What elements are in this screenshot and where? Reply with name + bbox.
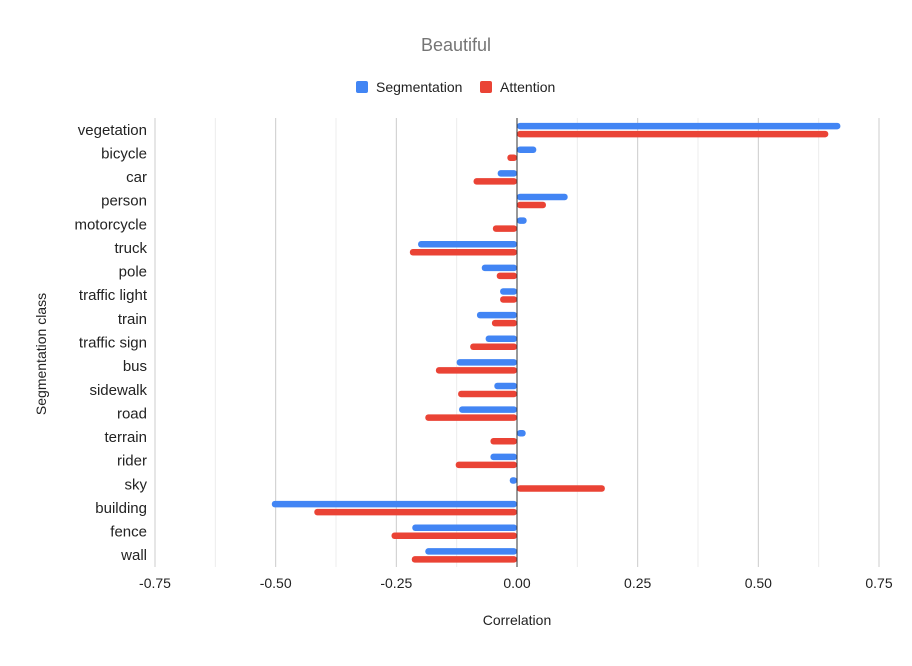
category-label-terrain: terrain [104,429,147,446]
bar-attention-train [491,319,517,327]
x-tick-label: -0.50 [260,575,292,591]
legend-label-segmentation: Segmentation [376,79,462,95]
bar-attention-truck [409,248,517,256]
bar-attention-bicycle [507,154,517,161]
category-label-pole: pole [119,264,147,281]
bar-attention-person [517,201,546,209]
bar-segmentation-road [459,406,517,413]
bar-attention-terrain [490,438,517,445]
bar-segmentation-car [497,170,517,177]
bar-attention-rider [455,461,517,469]
bar-segmentation-sidewalk [494,382,517,390]
category-label-fence: fence [110,524,147,541]
bar-segmentation-truck [418,240,517,248]
chart-title: Beautiful [421,35,491,55]
legend-label-attention: Attention [500,79,555,95]
category-label-sky: sky [125,476,148,493]
bar-segmentation-traffic-sign [485,335,517,342]
x-axis-title: Correlation [483,612,551,628]
grid-lines [154,118,880,567]
bar-attention-building [314,508,517,516]
bar-attention-wall [411,556,517,563]
bar-segmentation-wall [425,548,517,555]
x-tick-label: 0.25 [624,575,651,591]
bar-segmentation-rider [490,453,517,461]
legend-swatch-attention [480,81,492,93]
y-category-labels: vegetation bicycle car person motorcycle truc… [74,122,147,564]
bar-segmentation-motorcycle [517,217,527,224]
bar-attention-fence [391,532,517,540]
x-tick-label: 0.00 [503,575,530,591]
category-label-bicycle: bicycle [101,145,147,162]
x-tick-label: 0.50 [745,575,772,591]
bar-attention-traffic-light [500,296,517,303]
category-label-bus: bus [123,358,147,375]
category-label-traffic-sign: traffic sign [79,335,147,352]
category-label-road: road [117,405,147,422]
legend: Segmentation Attention [356,79,555,95]
bar-segmentation-terrain [517,430,526,437]
category-label-wall: wall [120,547,147,564]
bar-segmentation-fence [412,524,517,532]
bar-attention-sky [517,485,605,492]
category-label-rider: rider [117,453,147,470]
x-tick-labels: -0.75 -0.50 -0.25 0.00 0.25 0.50 0.75 [139,575,893,591]
bar-attention-vegetation [517,130,829,138]
bar-attention-traffic-sign [470,343,517,350]
legend-swatch-segmentation [356,81,368,93]
bar-attention-pole [496,272,517,280]
bar-segmentation-building [271,500,517,508]
bar-attention-road [425,414,517,421]
category-label-vegetation: vegetation [78,122,147,139]
bar-segmentation-vegetation [517,122,841,130]
x-tick-label: -0.75 [139,575,171,591]
category-label-truck: truck [114,240,147,257]
bar-attention-bus [435,367,517,374]
bar-attention-sidewalk [458,390,517,398]
x-tick-label: -0.25 [380,575,412,591]
bar-attention-car [473,178,517,185]
bar-segmentation-sky [509,477,517,484]
bar-segmentation-person [517,193,568,201]
category-label-train: train [118,311,147,328]
bar-segmentation-bus [456,359,517,366]
bar-attention-motorcycle [492,225,517,232]
bar-segmentation-pole [481,264,517,272]
bars [271,122,841,563]
category-label-traffic-light: traffic light [79,287,148,304]
bar-segmentation-train [476,311,517,319]
category-label-sidewalk: sidewalk [89,382,147,399]
category-label-motorcycle: motorcycle [74,216,147,233]
bar-segmentation-bicycle [517,146,537,153]
category-label-car: car [126,169,147,186]
y-axis-title: Segmentation class [33,293,49,415]
category-label-person: person [101,193,147,210]
bar-segmentation-traffic-light [500,288,517,295]
category-label-building: building [95,500,147,517]
x-tick-label: 0.75 [865,575,892,591]
